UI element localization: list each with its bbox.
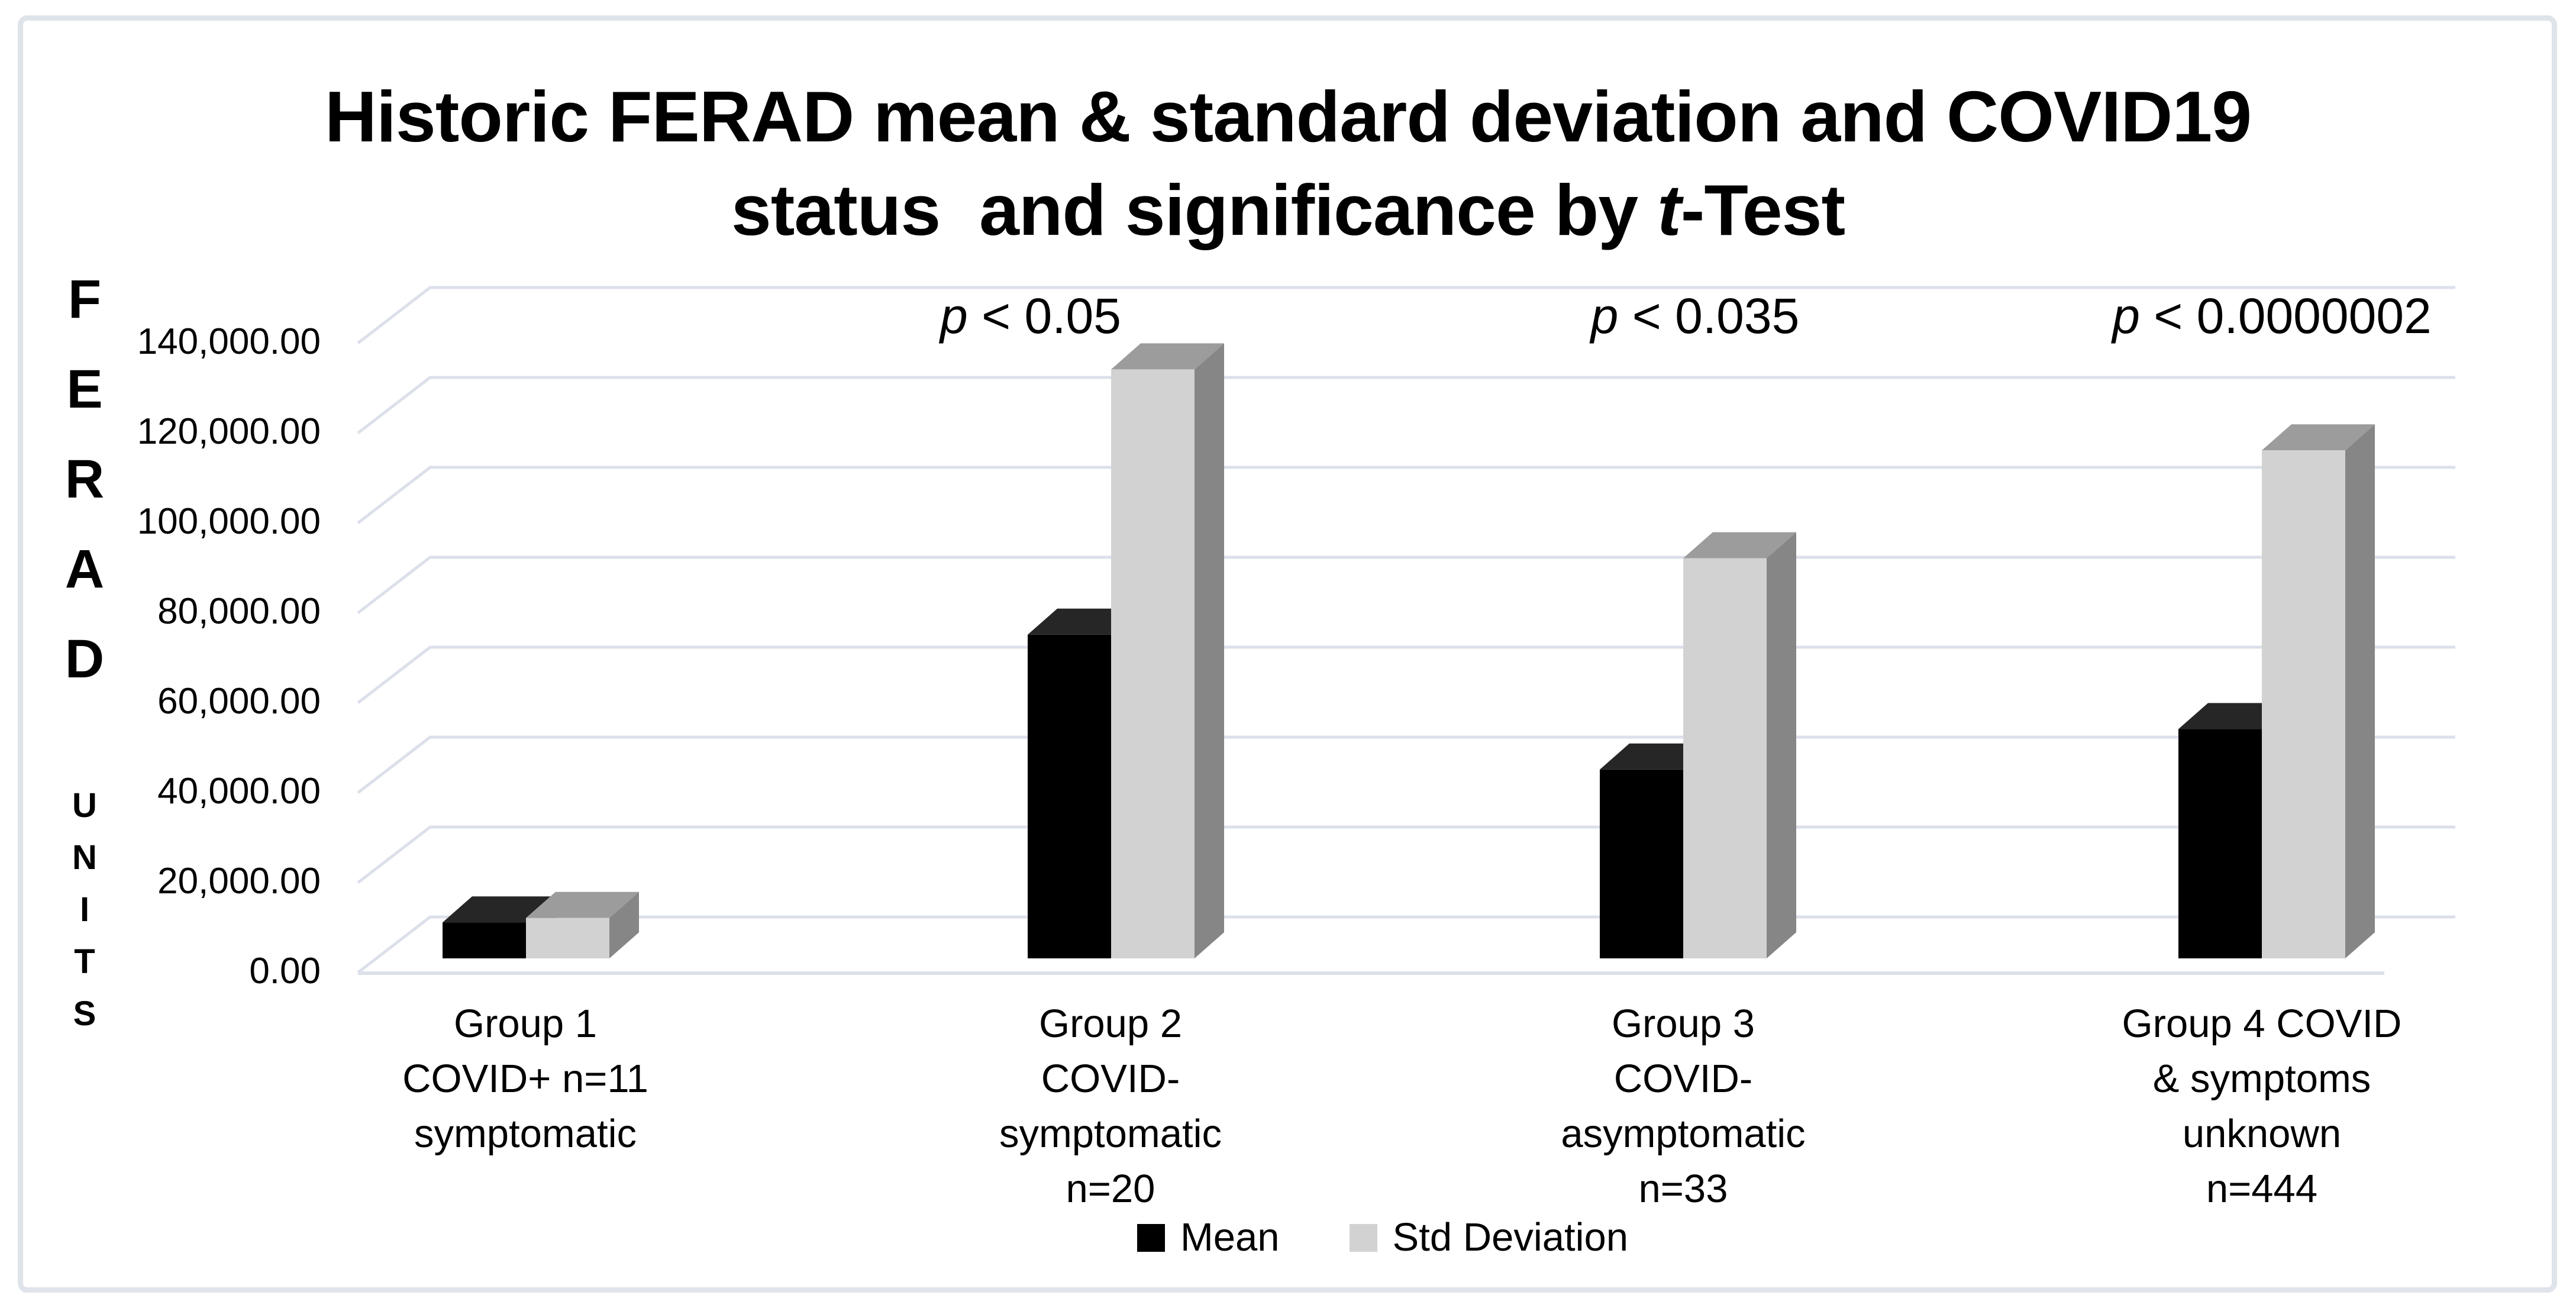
p-value-annotation-group-3: p < 0.035 <box>1590 288 1800 344</box>
category-label-group-4: Group 4 COVID & symptoms unknown n=444 <box>2122 1002 2402 1211</box>
bar-top-face <box>1111 343 1224 370</box>
gridline-40000 <box>357 735 2455 794</box>
title-line2-prefix: status and significance by <box>731 170 1658 250</box>
gridline-80000 <box>357 556 2455 614</box>
bar-mean-group-1 <box>443 896 556 958</box>
category-label-group-2: Group 2 COVID-symptomatic n=20 <box>999 1002 1222 1211</box>
chart-title: Historic FERAD mean & standard deviation… <box>0 70 2576 257</box>
chart-title-line2: status and significance by t-Test <box>0 163 2576 257</box>
bar-top-face <box>526 892 639 918</box>
legend-item-mean: Mean <box>1137 1217 1280 1258</box>
legend: Mean Std Deviation <box>319 1210 2446 1265</box>
legend-swatch-std-deviation <box>1349 1223 1377 1252</box>
category-label-group-1: Group 1 COVID+ n=11 symptomatic <box>402 1002 648 1156</box>
y-tick-label-120,000.00: 120,000.00 <box>137 411 321 452</box>
gridline-140000 <box>357 286 2455 344</box>
legend-item-std-deviation: Std Deviation <box>1349 1215 1629 1259</box>
y-tick-label-80,000.00: 80,000.00 <box>157 591 321 632</box>
y-tick-label-20,000.00: 20,000.00 <box>157 861 321 902</box>
y-tick-label-0.00: 0.00 <box>249 951 321 992</box>
p-value-annotation-group-4: p < 0.0000002 <box>2112 288 2432 344</box>
gridline-100000 <box>357 466 2455 524</box>
bar-std-deviation-group-3 <box>1683 532 1796 958</box>
bar-top-face <box>2262 424 2375 451</box>
p-symbol: p <box>2112 288 2140 344</box>
bar-top-face <box>1683 532 1796 558</box>
y-tick-label-40,000.00: 40,000.00 <box>157 771 321 812</box>
bar-front-face <box>1683 558 1767 958</box>
bar-front-face <box>1028 634 1111 958</box>
title-line2-suffix: -Test <box>1680 170 1845 250</box>
bar-std-deviation-group-2 <box>1111 343 1224 958</box>
bar-std-deviation-group-1 <box>526 892 639 958</box>
y-tick-label-100,000.00: 100,000.00 <box>137 501 321 542</box>
legend-label: Mean <box>1180 1215 1280 1259</box>
bar-side-face <box>1767 532 1796 958</box>
bar-side-face <box>2345 424 2375 958</box>
bar-front-face <box>2262 450 2345 958</box>
gridline-20000 <box>357 825 2455 884</box>
p-value-annotation-group-2: p < 0.05 <box>940 288 1121 344</box>
category-label-group-3: Group 3 COVID-asymptomatic n=33 <box>1561 1002 1806 1211</box>
bar-side-face <box>1195 343 1224 958</box>
y-tick-label-60,000.00: 60,000.00 <box>157 681 321 722</box>
gridlines <box>357 286 2455 975</box>
y-axis-tick-labels: 140,000.00 120,000.00 100,000.00 80,000.00 6… <box>0 0 321 1308</box>
chart-title-line1: Historic FERAD mean & standard deviation… <box>324 76 2252 157</box>
p-symbol: p <box>940 288 968 344</box>
gridline-60000 <box>357 645 2455 704</box>
title-italic-t: t <box>1657 170 1681 250</box>
bar-front-face <box>2178 729 2262 958</box>
p-symbol: p <box>1590 288 1619 344</box>
bar-front-face <box>526 918 609 958</box>
bar-side-face <box>609 892 639 958</box>
legend-swatch-mean <box>1137 1223 1165 1252</box>
y-tick-label-140,000.00: 140,000.00 <box>137 321 321 362</box>
bar-std-deviation-group-4 <box>2262 424 2375 958</box>
bar-front-face <box>443 922 526 958</box>
bar-front-face <box>1111 369 1195 958</box>
gridline-120000 <box>357 376 2455 434</box>
gridline-0 <box>357 915 2455 974</box>
legend-label: Std Deviation <box>1392 1215 1629 1259</box>
bar-front-face <box>1600 769 1683 958</box>
bar-top-face <box>443 896 556 923</box>
